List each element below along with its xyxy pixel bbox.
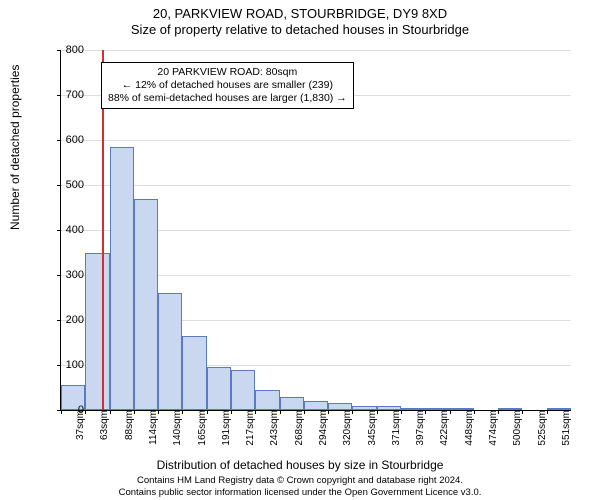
- x-tick-label: 88sqm: [124, 410, 135, 460]
- x-tick-label: 217sqm: [245, 410, 256, 460]
- x-tick-label: 422sqm: [439, 410, 450, 460]
- annotation-line3: 88% of semi-detached houses are larger (…: [108, 92, 347, 105]
- histogram-bar: [182, 336, 206, 410]
- x-tick-label: 448sqm: [464, 410, 475, 460]
- x-axis-title: Distribution of detached houses by size …: [0, 458, 600, 472]
- histogram-bar: [328, 403, 352, 410]
- x-tick-label: 345sqm: [367, 410, 378, 460]
- y-tick-label: 800: [44, 44, 84, 56]
- gridline: [61, 50, 571, 51]
- histogram-chart: 20 PARKVIEW ROAD: 80sqm← 12% of detached…: [60, 50, 571, 411]
- histogram-bar: [158, 293, 182, 410]
- x-tick-label: 500sqm: [512, 410, 523, 460]
- header-line2: Size of property relative to detached ho…: [0, 22, 600, 38]
- x-tick-label: 525sqm: [537, 410, 548, 460]
- histogram-bar: [304, 401, 328, 410]
- y-tick-label: 500: [44, 179, 84, 191]
- y-tick-label: 300: [44, 269, 84, 281]
- histogram-bar: [231, 370, 255, 411]
- histogram-bar: [207, 367, 231, 410]
- y-tick-label: 600: [44, 134, 84, 146]
- y-tick-label: 400: [44, 224, 84, 236]
- x-tick-label: 140sqm: [172, 410, 183, 460]
- x-tick-label: 474sqm: [488, 410, 499, 460]
- gridline: [61, 185, 571, 186]
- footer-line1: Contains HM Land Registry data © Crown c…: [0, 475, 600, 486]
- x-tick-label: 294sqm: [318, 410, 329, 460]
- histogram-bar: [280, 397, 304, 411]
- x-tick-label: 397sqm: [415, 410, 426, 460]
- footer-attribution: Contains HM Land Registry data © Crown c…: [0, 475, 600, 498]
- y-tick-label: 200: [44, 314, 84, 326]
- histogram-bar: [134, 199, 158, 411]
- gridline: [61, 140, 571, 141]
- annotation-box: 20 PARKVIEW ROAD: 80sqm← 12% of detached…: [101, 62, 354, 109]
- x-tick-label: 114sqm: [148, 410, 159, 460]
- histogram-bar: [110, 147, 134, 410]
- annotation-line1: 20 PARKVIEW ROAD: 80sqm: [108, 66, 347, 79]
- x-tick-label: 243sqm: [269, 410, 280, 460]
- y-tick-label: 100: [44, 359, 84, 371]
- x-tick-label: 37sqm: [75, 410, 86, 460]
- footer-line2: Contains public sector information licen…: [0, 487, 600, 498]
- x-tick-label: 320sqm: [342, 410, 353, 460]
- header-line1: 20, PARKVIEW ROAD, STOURBRIDGE, DY9 8XD: [0, 6, 600, 22]
- x-tick-label: 551sqm: [561, 410, 572, 460]
- x-tick-label: 268sqm: [294, 410, 305, 460]
- chart-header: 20, PARKVIEW ROAD, STOURBRIDGE, DY9 8XD …: [0, 0, 600, 39]
- y-axis-title: Number of detached properties: [8, 65, 22, 230]
- histogram-bar: [85, 253, 109, 411]
- x-tick-label: 63sqm: [99, 410, 110, 460]
- y-tick-label: 700: [44, 89, 84, 101]
- x-tick-label: 371sqm: [391, 410, 402, 460]
- x-tick-label: 191sqm: [221, 410, 232, 460]
- histogram-bar: [255, 390, 279, 410]
- x-tick-label: 165sqm: [197, 410, 208, 460]
- annotation-line2: ← 12% of detached houses are smaller (23…: [108, 79, 347, 92]
